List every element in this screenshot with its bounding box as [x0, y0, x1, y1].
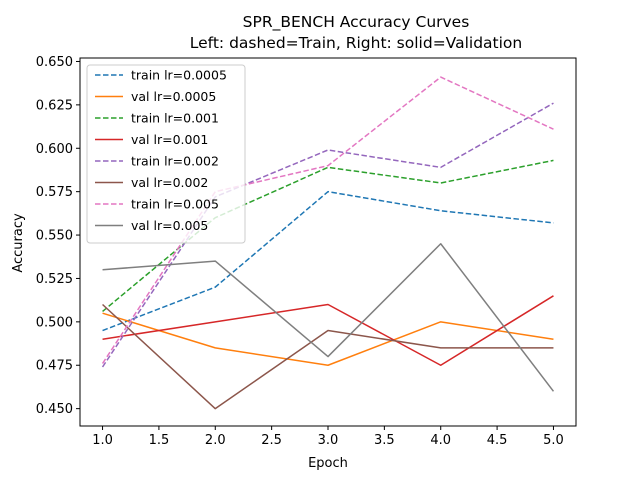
x-tick-label: 1.5 [149, 433, 170, 448]
legend-label: val lr=0.002 [131, 175, 208, 190]
x-tick-label: 4.0 [430, 433, 451, 448]
x-tick-label: 4.5 [487, 433, 508, 448]
series-line-6 [102, 303, 554, 410]
legend-label: val lr=0.005 [131, 218, 208, 233]
legend-label: train lr=0.005 [131, 197, 219, 212]
series-line-8 [102, 242, 555, 392]
y-tick-label: 0.450 [36, 402, 73, 417]
series-line-5 [101, 102, 554, 368]
y-tick-label: 0.500 [36, 315, 73, 330]
series-line-7 [101, 76, 554, 364]
x-tick-label: 5.0 [543, 433, 564, 448]
x-axis-label: Epoch [308, 456, 348, 471]
legend-label: val lr=0.0005 [131, 89, 216, 104]
legend-label: train lr=0.0005 [131, 68, 227, 83]
x-tick-label: 2.5 [261, 433, 282, 448]
x-axis: 1.0 1.5 2.0 2.5 3.0 3.5 4.0 4.5 5.0 [92, 426, 564, 448]
x-tick-label: 2.0 [205, 433, 226, 448]
y-tick-label: 0.475 [36, 359, 73, 374]
y-tick-label: 0.650 [36, 55, 73, 70]
series-line-2 [102, 312, 554, 366]
y-axis-label: Accuracy [11, 213, 26, 273]
y-tick-label: 0.575 [36, 185, 73, 200]
legend: train lr=0.0005 val lr=0.0005 train lr=0.0… [86, 64, 246, 244]
legend-label: train lr=0.001 [131, 111, 219, 126]
x-tick-label: 3.5 [374, 433, 395, 448]
legend-box [86, 64, 246, 244]
legend-label: val lr=0.001 [131, 132, 208, 147]
y-tick-label: 0.550 [36, 229, 73, 244]
chart-title: SPR_BENCH Accuracy Curves [243, 13, 470, 32]
x-tick-label: 3.0 [318, 433, 339, 448]
y-tick-label: 0.525 [36, 272, 73, 287]
y-tick-label: 0.625 [36, 98, 73, 113]
legend-label: train lr=0.002 [131, 154, 219, 169]
series-line-4 [102, 295, 554, 366]
series-line-1 [102, 190, 554, 332]
plot-lines [101, 76, 555, 410]
chart-subtitle: Left: dashed=Train, Right: solid=Validat… [190, 34, 522, 52]
y-tick-label: 0.600 [36, 142, 73, 157]
y-axis: 0.450 0.475 0.500 0.525 0.550 0.575 0.600 0.625… [36, 55, 80, 417]
x-tick-label: 1.0 [92, 433, 113, 448]
